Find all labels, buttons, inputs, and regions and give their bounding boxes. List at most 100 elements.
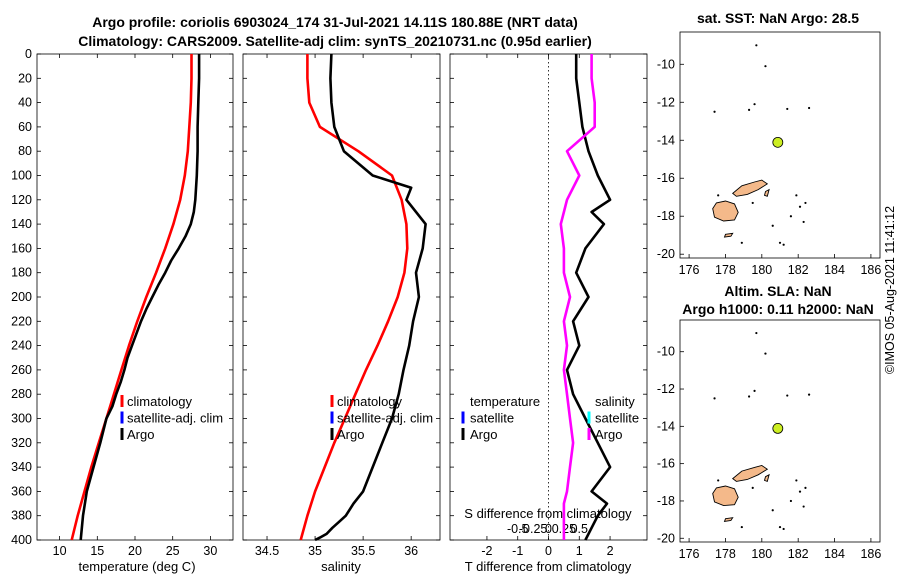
- islet: [789, 215, 793, 218]
- islet: [713, 397, 716, 400]
- x-tick-label: 0: [545, 544, 552, 558]
- islet: [753, 389, 756, 392]
- x-tick-label: 34.5: [255, 544, 279, 558]
- difference-xlabel-salinity: S difference from climatology: [464, 506, 632, 521]
- map-x-tick-label: 180: [751, 547, 772, 561]
- x-tick-label: 36: [404, 544, 418, 558]
- islet: [740, 525, 743, 529]
- y-tick-label: 160: [11, 241, 32, 255]
- islet: [786, 107, 789, 111]
- map-y-tick-label: -14: [657, 419, 675, 433]
- map-frame: [679, 31, 881, 259]
- map-y-tick-label: -18: [657, 209, 675, 223]
- x2-tick-label: -0.5: [507, 522, 529, 536]
- y-tick-label: 80: [18, 144, 32, 158]
- islet: [753, 103, 756, 106]
- y-tick-label: 20: [18, 71, 32, 85]
- islet: [717, 479, 720, 482]
- islet: [771, 509, 774, 512]
- islet: [782, 527, 785, 531]
- legend-label: Argo: [127, 427, 154, 442]
- islet: [807, 393, 811, 396]
- islet: [751, 486, 754, 489]
- legend-label: Argo: [595, 427, 622, 442]
- island-vanua-levu: [731, 179, 769, 197]
- islet: [755, 331, 758, 335]
- map-y-tick-label: -20: [657, 531, 675, 545]
- island-taveuni: [763, 473, 770, 482]
- salinity-xlabel: salinity: [321, 559, 361, 574]
- plot-frame: [36, 53, 234, 541]
- map-y-tick-label: -16: [657, 171, 675, 185]
- islet: [795, 479, 798, 482]
- legend-label: salinity: [595, 394, 635, 409]
- islet: [764, 65, 767, 68]
- islet: [798, 490, 802, 493]
- map-y-tick-label: -10: [657, 57, 675, 71]
- map-sla-title-2: Argo h1000: 0.11 h2000: NaN: [682, 301, 873, 317]
- series-line-climatology: [299, 54, 409, 541]
- map-y-tick-label: -18: [657, 494, 675, 508]
- x-tick-label: 2: [607, 544, 614, 558]
- island-kadavu: [723, 517, 734, 523]
- x2-tick-label: 0.5: [571, 522, 588, 536]
- islet: [764, 352, 767, 355]
- map-y-tick-label: -14: [657, 133, 675, 147]
- map-x-tick-label: 186: [860, 547, 881, 561]
- map-sla-title-1: Altim. SLA: NaN: [724, 283, 831, 299]
- islet: [747, 108, 751, 111]
- legend-label: satellite-adj. clim: [337, 411, 433, 426]
- y-tick-label: 140: [11, 217, 32, 231]
- map-sst-title: sat. SST: NaN Argo: 28.5: [697, 10, 859, 26]
- title-line-1: Argo profile: coriolis 6903024_174 31-Ju…: [92, 14, 578, 30]
- legend-label: satellite: [595, 411, 639, 426]
- map-x-tick-label: 182: [788, 263, 809, 277]
- y-tick-label: 400: [11, 533, 32, 547]
- legend-label: climatology: [337, 394, 403, 409]
- y-tick-label: 0: [25, 47, 32, 61]
- title-line-2: Climatology: CARS2009. Satellite-adj cli…: [78, 33, 592, 49]
- islet: [804, 201, 807, 205]
- y-tick-label: 280: [11, 387, 32, 401]
- islet: [740, 241, 743, 244]
- y-tick-label: 220: [11, 314, 32, 328]
- islet: [771, 224, 774, 227]
- map-y-tick-label: -12: [657, 382, 675, 396]
- x-tick-label: 35: [308, 544, 322, 558]
- map-x-tick-label: 184: [824, 547, 845, 561]
- island-viti-levu: [712, 485, 739, 507]
- y-tick-label: 260: [11, 363, 32, 377]
- float-position-marker: [772, 422, 784, 434]
- map-x-tick-label: 178: [715, 263, 736, 277]
- y-tick-label: 300: [11, 412, 32, 426]
- legend-label: Argo: [337, 427, 364, 442]
- salinity-panel: 34.5 35 35.5 36 climatology satellite-adj. cl…: [242, 53, 441, 558]
- map-x-tick-label: 184: [824, 263, 845, 277]
- legend-label: temperature: [470, 394, 540, 409]
- y-tick-label: 340: [11, 460, 32, 474]
- map-y-tick-label: -10: [657, 345, 675, 359]
- legend-label: satellite: [470, 411, 514, 426]
- x-tick-label: 15: [90, 544, 104, 558]
- series-line-Argo: [79, 54, 201, 541]
- series-line-climatology: [70, 54, 193, 541]
- island-taveuni: [763, 188, 770, 197]
- islet: [778, 525, 782, 529]
- y-tick-label: 200: [11, 290, 32, 304]
- timestamp: ©IMOS 05-Aug-2021 11:41:12: [883, 206, 897, 374]
- series-line-salinity: [559, 54, 597, 540]
- islet: [778, 241, 782, 244]
- series-line-temperature: [565, 54, 612, 541]
- x-tick-label: 1: [576, 544, 583, 558]
- legend-label: satellite-adj. clim: [127, 411, 223, 426]
- island-viti-levu: [712, 200, 739, 222]
- map-frame: [679, 319, 881, 543]
- x-tick-label: 35.5: [351, 544, 375, 558]
- islet: [789, 499, 793, 503]
- y-tick-label: 40: [18, 96, 32, 110]
- y-tick-label: 320: [11, 436, 32, 450]
- islet: [804, 486, 807, 489]
- map-x-tick-label: 182: [788, 547, 809, 561]
- x-tick-label: -2: [481, 544, 492, 558]
